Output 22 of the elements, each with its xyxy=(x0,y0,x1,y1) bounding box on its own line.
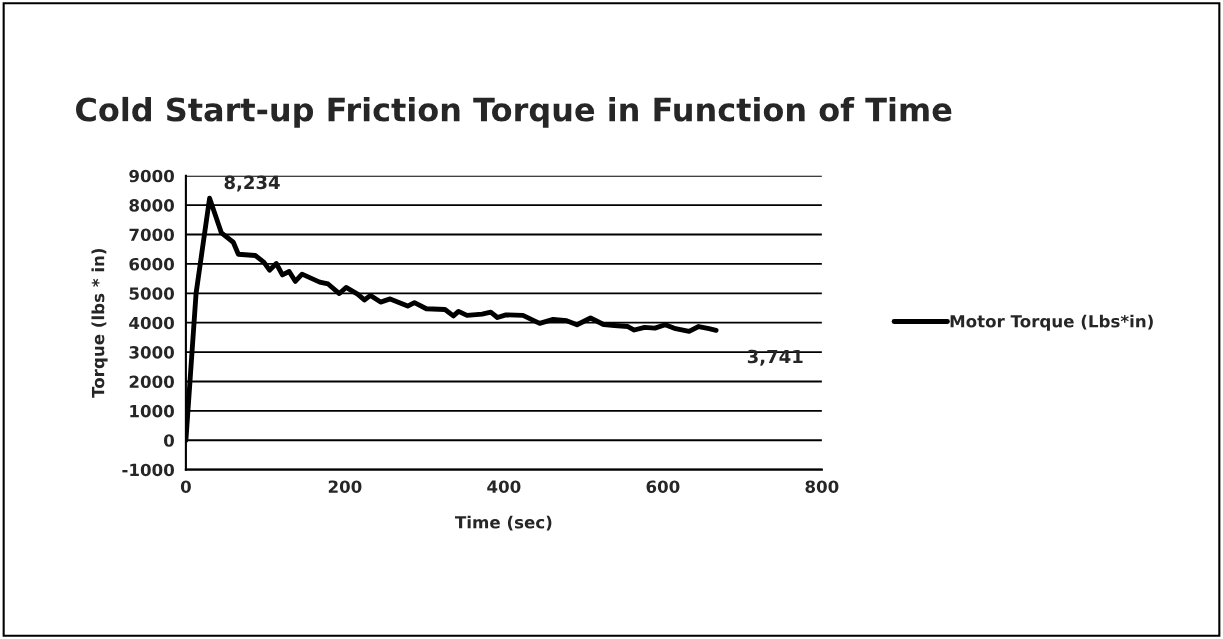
y-tick-label: 4000 xyxy=(129,316,174,330)
y-tick-label: 7000 xyxy=(129,228,174,242)
x-tick-label: 800 xyxy=(805,480,839,493)
y-tick-label: 0 xyxy=(163,434,174,447)
chart-title: Cold Start-up Friction Torque in Function of Time xyxy=(76,96,952,128)
y-tick-label: 8000 xyxy=(129,199,174,212)
y-tick-label: 2000 xyxy=(129,375,174,389)
x-axis-title: Time (sec) xyxy=(455,515,552,531)
x-tick-label: 400 xyxy=(487,480,521,493)
x-tick-label: 0 xyxy=(180,480,191,493)
x-tick-label: 200 xyxy=(328,480,362,493)
y-tick-label: 3000 xyxy=(129,346,174,359)
annotation: 3,741 xyxy=(747,349,803,366)
x-tick-label: 600 xyxy=(646,480,680,493)
y-tick-label: 6000 xyxy=(129,257,174,271)
y-tick-label: 5000 xyxy=(129,287,174,300)
legend-label: Motor Torque (Lbs*in) xyxy=(950,314,1153,331)
y-tick-label: -1000 xyxy=(122,463,174,477)
annotation: 8,234 xyxy=(224,175,280,192)
y-tick-label: 9000 xyxy=(129,169,174,183)
y-axis-title: Torque (lbs * in) xyxy=(91,248,108,398)
y-tick-label: 1000 xyxy=(130,404,174,418)
